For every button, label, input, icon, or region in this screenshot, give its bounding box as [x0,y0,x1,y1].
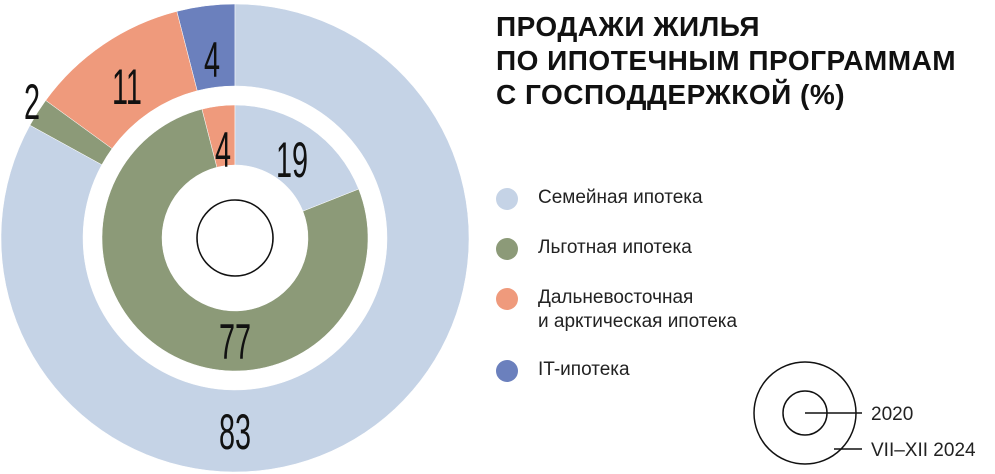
legend-swatch-family [496,188,518,210]
inner-slice-family [234,104,359,212]
inner-value-label-family: 19 [276,132,308,188]
legend-label: Семейная ипотека [538,187,703,208]
chart-title-line: С ГОСПОДДЕРЖКОЙ (%) [496,79,846,110]
outer-slice-fareast [45,11,198,150]
inner-value-label-fareast: 4 [215,122,231,178]
ring-key: 2020 VII–XII 2024 [753,361,976,465]
chart-title-line: ПРОДАЖИ ЖИЛЬЯ [496,11,760,42]
outer-value-label-preferential: 2 [24,74,40,130]
outer-value-label-fareast: 11 [112,59,142,115]
legend-item-family: Семейная ипотека [496,186,737,236]
chart-title: ПРОДАЖИ ЖИЛЬЯ ПО ИПОТЕЧНЫМ ПРОГРАММАМ С … [496,10,956,112]
legend-label: Льготная ипотека [538,237,692,258]
legend-swatch-preferential [496,238,518,260]
outer-value-label-it: 4 [204,32,220,88]
inner-value-label-preferential: 77 [219,314,251,370]
outer-ring-2024 [0,3,470,473]
chart-title-line: ПО ИПОТЕЧНЫМ ПРОГРАММАМ [496,45,957,76]
legend-item-it: IT-ипотека [496,358,737,388]
legend-swatch-it [496,360,518,382]
legend-label: Дальневосточная и арктическая ипотека [538,287,738,332]
inner-ring-2020 [101,104,369,372]
center-circle [196,199,274,277]
legend-swatch-fareast [496,288,518,310]
ring-key-inner-label: 2020 [871,404,913,425]
outer-slice-preferential [29,100,113,166]
value-labels: 4 11 2 83 4 77 19 [24,32,308,460]
inner-slice-preferential [101,108,369,372]
legend-item-fareast: Дальневосточная и арктическая ипотека [496,286,737,358]
ring-key-outer-label: VII–XII 2024 [871,440,976,461]
legend-item-preferential: Льготная ипотека [496,236,737,286]
legend: Семейная ипотека Льготная ипотека Дальне… [496,186,737,388]
legend-label: IT-ипотека [538,359,630,380]
outer-value-label-family: 83 [219,404,251,460]
outer-slice-family [0,3,470,473]
